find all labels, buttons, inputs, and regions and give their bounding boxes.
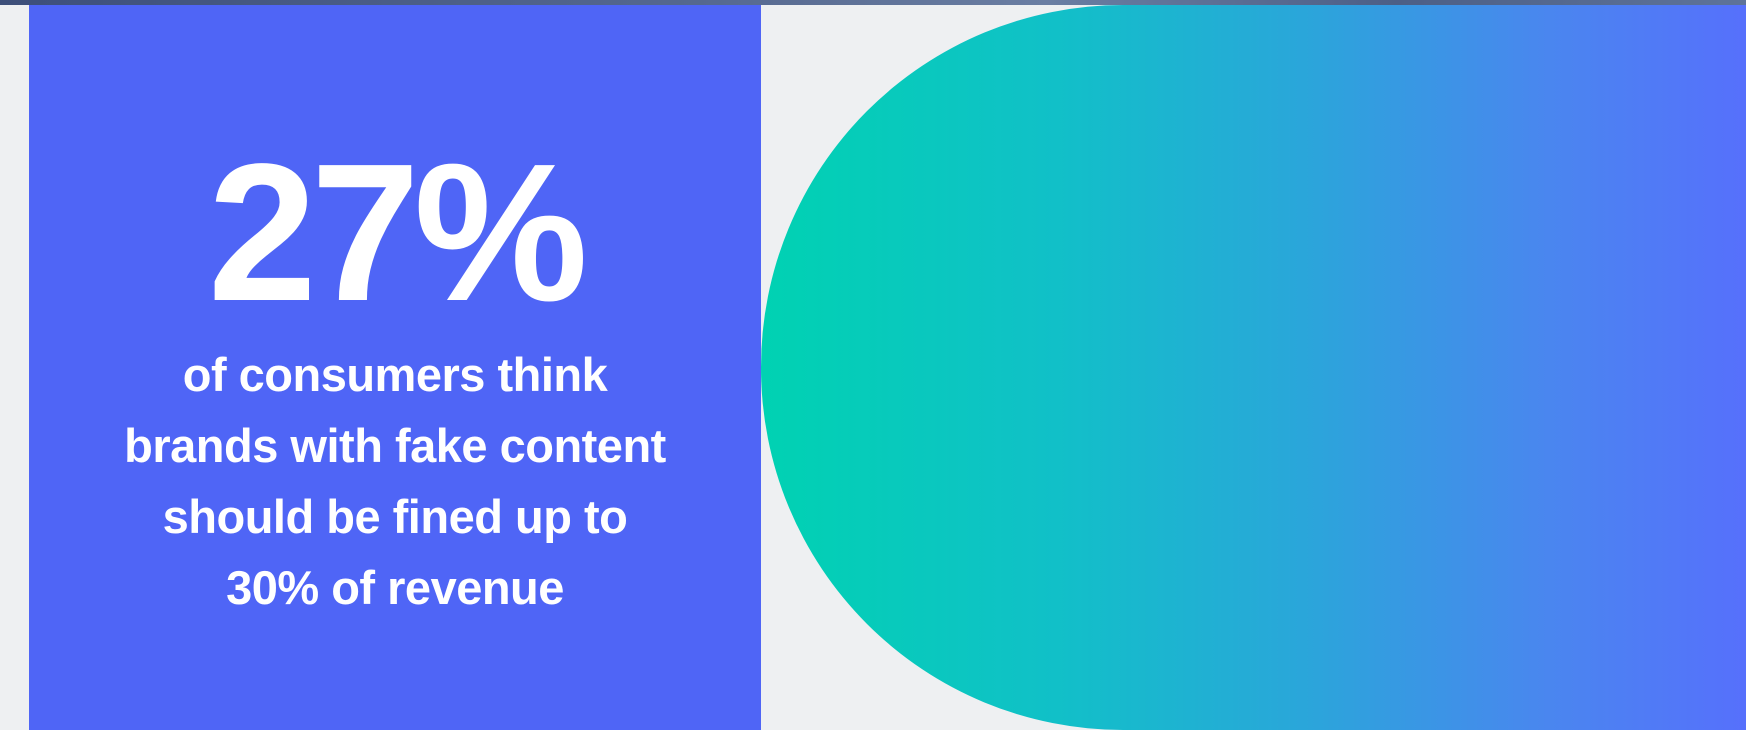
caption-line: 30% of revenue [226,561,564,614]
gradient-blob [761,5,1746,730]
top-image-strip [0,0,1746,5]
caption-line: of consumers think [182,348,608,401]
caption-line: brands with fake content [124,419,666,472]
caption-line: should be fined up to [162,490,628,543]
stat-panel: 27% of consumers think brands with fake … [29,5,761,730]
stat-value: 27% [207,123,588,342]
stat-caption: of consumers think brands with fake cont… [29,339,761,623]
